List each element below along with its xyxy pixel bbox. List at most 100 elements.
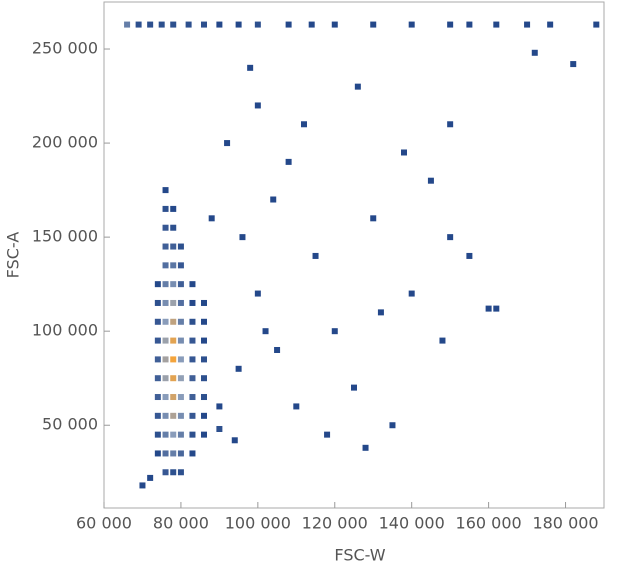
density-cell bbox=[154, 281, 161, 288]
y-axis-label: FSC-A bbox=[4, 232, 23, 279]
density-cell bbox=[208, 215, 215, 222]
density-cell bbox=[177, 450, 184, 457]
density-cell bbox=[154, 318, 161, 325]
density-cell bbox=[154, 337, 161, 344]
density-cell bbox=[170, 450, 177, 457]
density-cell bbox=[216, 403, 223, 410]
density-cell bbox=[270, 196, 277, 203]
density-cell bbox=[162, 299, 169, 306]
density-cell bbox=[170, 224, 177, 231]
density-cell bbox=[308, 21, 315, 28]
density-cell bbox=[189, 431, 196, 438]
density-cell bbox=[170, 356, 177, 363]
density-cell bbox=[170, 205, 177, 212]
density-cell bbox=[201, 337, 207, 344]
x-tick-label: 120 000 bbox=[302, 514, 368, 533]
density-cell bbox=[485, 305, 492, 312]
density-cell bbox=[351, 384, 357, 391]
density-cell bbox=[154, 450, 161, 457]
density-cell bbox=[201, 299, 207, 306]
x-tick-label: 160 000 bbox=[456, 514, 522, 533]
density-cell bbox=[170, 431, 177, 438]
density-cell bbox=[158, 21, 165, 28]
x-tick-label: 100 000 bbox=[225, 514, 291, 533]
density-cell bbox=[408, 290, 415, 297]
density-cell bbox=[177, 299, 184, 306]
density-cell bbox=[154, 394, 161, 401]
x-tick-label: 180 000 bbox=[532, 514, 598, 533]
density-cell bbox=[401, 149, 407, 156]
density-cell bbox=[216, 21, 223, 28]
density-cell bbox=[170, 262, 177, 269]
density-cell bbox=[377, 309, 384, 316]
density-cell bbox=[201, 21, 207, 28]
density-cell bbox=[177, 469, 184, 476]
density-cell bbox=[235, 365, 242, 372]
cells bbox=[124, 21, 600, 489]
density-cell bbox=[201, 318, 207, 325]
y-tick-label: 100 000 bbox=[32, 321, 98, 340]
density-cell bbox=[254, 290, 261, 297]
density-cell bbox=[154, 412, 161, 419]
density-cell bbox=[170, 375, 177, 382]
density-cell bbox=[170, 281, 177, 288]
density-cell bbox=[570, 61, 577, 68]
density-cell bbox=[162, 412, 169, 419]
density-cell bbox=[189, 281, 196, 288]
density-cell bbox=[177, 356, 184, 363]
density-cell bbox=[524, 21, 531, 28]
density-cell bbox=[593, 21, 600, 28]
density-cell bbox=[154, 431, 161, 438]
plot-frame bbox=[103, 1, 605, 509]
density-cell bbox=[370, 21, 377, 28]
density-cell bbox=[447, 121, 454, 128]
density-cell bbox=[447, 21, 454, 28]
density-cell bbox=[293, 403, 300, 410]
density-cell bbox=[493, 305, 500, 312]
density-cell bbox=[162, 224, 169, 231]
x-tick-label: 140 000 bbox=[379, 514, 445, 533]
density-cell bbox=[274, 346, 281, 353]
density-cell bbox=[235, 21, 242, 28]
density-cell bbox=[177, 281, 184, 288]
density-cell bbox=[162, 262, 169, 269]
density-cell bbox=[201, 412, 207, 419]
density-cell bbox=[162, 431, 169, 438]
density-cell bbox=[162, 243, 169, 250]
density-cell bbox=[531, 49, 538, 56]
density-cell bbox=[324, 431, 331, 438]
density-cell bbox=[177, 412, 184, 419]
density-cell bbox=[170, 299, 177, 306]
density-cell bbox=[224, 140, 231, 147]
density-cell bbox=[285, 158, 292, 165]
density-cell bbox=[162, 450, 169, 457]
density-cell bbox=[201, 375, 207, 382]
density-cell bbox=[170, 243, 177, 250]
density-cell bbox=[124, 21, 131, 28]
density-cell bbox=[247, 64, 254, 71]
density-cell bbox=[189, 299, 196, 306]
density-cell bbox=[254, 102, 261, 109]
density-cell bbox=[177, 243, 184, 250]
density-cell bbox=[177, 262, 184, 269]
density-cell bbox=[162, 394, 169, 401]
density-cell bbox=[331, 328, 338, 335]
density-cell bbox=[162, 281, 169, 288]
density-cell bbox=[162, 375, 169, 382]
density-cell bbox=[189, 450, 196, 457]
density-cell bbox=[331, 21, 338, 28]
y-tick-label: 50 000 bbox=[42, 415, 98, 434]
density-cell bbox=[170, 394, 177, 401]
density-cell bbox=[189, 356, 196, 363]
density-cell bbox=[189, 375, 196, 382]
density-cell bbox=[354, 83, 361, 90]
density-cell bbox=[177, 375, 184, 382]
x-tick-label: 60 000 bbox=[76, 514, 132, 533]
density-cell bbox=[231, 437, 238, 444]
density-cell bbox=[239, 234, 246, 241]
density-cell bbox=[154, 299, 161, 306]
density-cell bbox=[177, 394, 184, 401]
density-cell bbox=[139, 482, 146, 489]
y-tick-label: 200 000 bbox=[32, 133, 98, 152]
density-cell bbox=[170, 469, 177, 476]
